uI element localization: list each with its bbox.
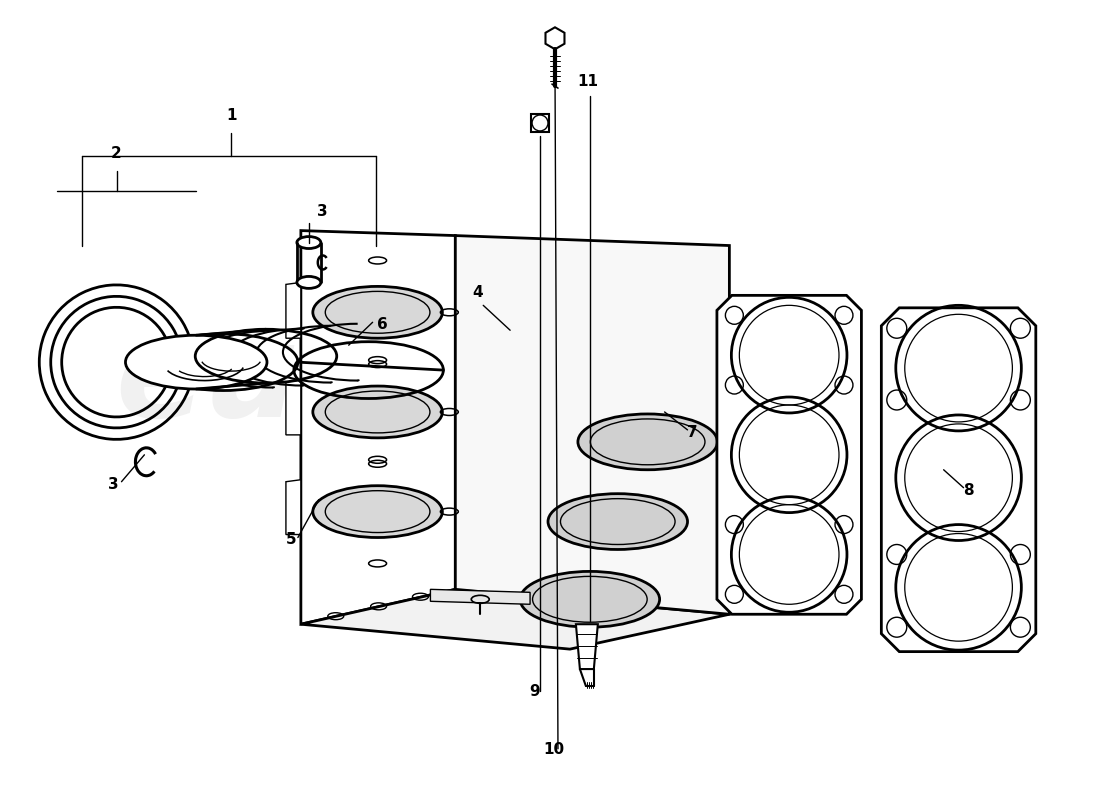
Ellipse shape [578, 414, 717, 470]
Ellipse shape [520, 571, 660, 627]
Text: 7: 7 [688, 425, 697, 440]
Polygon shape [881, 308, 1036, 652]
Polygon shape [301, 590, 729, 649]
Text: 10: 10 [543, 742, 564, 757]
Polygon shape [576, 624, 597, 669]
Polygon shape [301, 230, 455, 624]
Text: 4: 4 [472, 286, 483, 300]
Ellipse shape [297, 237, 321, 249]
Polygon shape [430, 590, 530, 604]
Polygon shape [286, 282, 301, 338]
Text: 3: 3 [108, 477, 119, 492]
Polygon shape [455, 235, 729, 614]
Polygon shape [286, 380, 301, 435]
Text: a passion for parts since 1998: a passion for parts since 1998 [318, 420, 722, 590]
Text: 6: 6 [376, 318, 387, 332]
Ellipse shape [148, 334, 298, 390]
Text: europarts: europarts [116, 317, 845, 443]
Ellipse shape [312, 386, 442, 438]
Text: 3: 3 [317, 204, 328, 218]
Text: 1: 1 [226, 108, 236, 123]
Ellipse shape [125, 335, 267, 389]
Polygon shape [286, 480, 301, 534]
Text: 5: 5 [286, 533, 296, 547]
Text: 2: 2 [111, 146, 122, 161]
Ellipse shape [312, 486, 442, 538]
Ellipse shape [297, 277, 321, 288]
Text: 8: 8 [964, 482, 974, 498]
Text: 11: 11 [578, 74, 598, 89]
Ellipse shape [548, 494, 688, 550]
Polygon shape [717, 295, 861, 614]
Text: 9: 9 [530, 684, 540, 699]
Ellipse shape [312, 286, 442, 338]
